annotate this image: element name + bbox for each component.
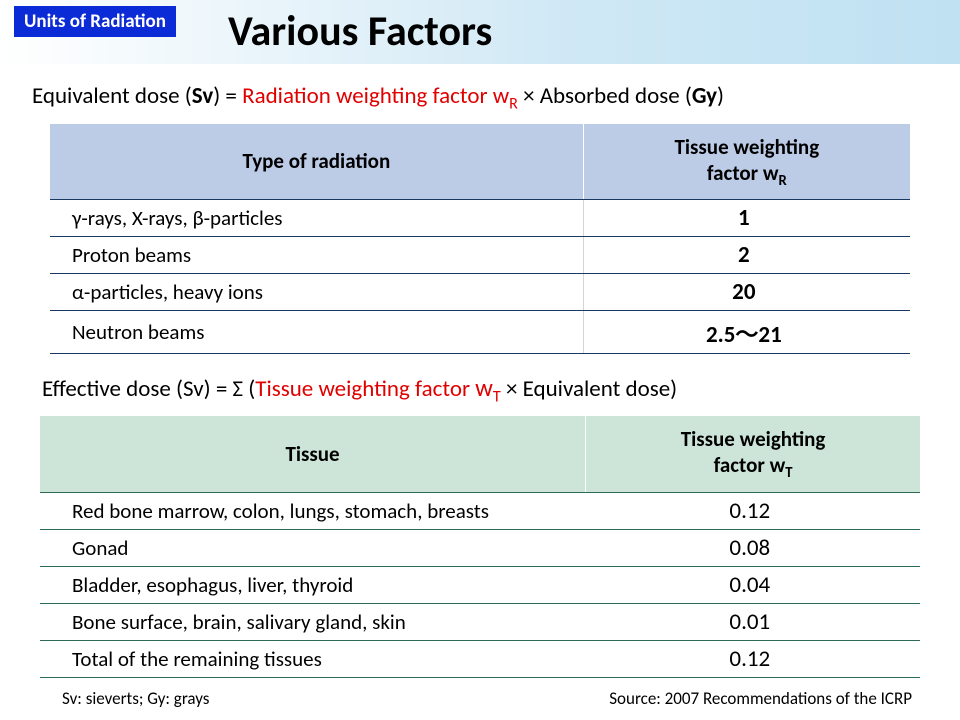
cell-radiation-type: Neutron beams — [50, 310, 583, 353]
section-badge: Units of Radiation — [14, 6, 176, 37]
cell-wr-value: 2 — [583, 236, 910, 273]
cell-tissue: Bladder, esophagus, liver, thyroid — [40, 566, 586, 603]
table-row: Proton beams2 — [50, 236, 910, 273]
cell-wt-value: 0.12 — [586, 492, 920, 529]
unit-sv: Sv — [192, 82, 214, 110]
tissue-weighting-term: Tissue weighting factor wT — [255, 375, 501, 403]
effective-dose-formula: Effective dose (Sv) = Σ (Tissue weightin… — [28, 372, 932, 407]
cell-tissue: Red bone marrow, colon, lungs, stomach, … — [40, 492, 586, 529]
cell-wt-value: 0.08 — [586, 529, 920, 566]
table-row: Bladder, esophagus, liver, thyroid0.04 — [40, 566, 920, 603]
col-weighting-factor-wr: Tissue weighting factor wR — [583, 124, 910, 200]
formula-text: × Absorbed dose ( — [518, 82, 692, 110]
formula-text: Effective dose (Sv) = Σ ( — [42, 375, 255, 403]
cell-wt-value: 0.01 — [586, 603, 920, 640]
radiation-weighting-table: Type of radiation Tissue weighting facto… — [50, 124, 910, 354]
cell-radiation-type: α-particles, heavy ions — [50, 273, 583, 310]
radiation-table-wrap: Type of radiation Tissue weighting facto… — [28, 124, 932, 354]
footer-row: Sv: sieverts; Gy: grays Source: 2007 Rec… — [28, 686, 932, 709]
formula-text: Equivalent dose ( — [32, 82, 192, 110]
cell-tissue: Total of the remaining tissues — [40, 640, 586, 677]
col-tissue: Tissue — [40, 416, 586, 492]
page-title: Various Factors — [228, 6, 492, 57]
table-row: Neutron beams2.5～21 — [50, 310, 910, 353]
content-area: Equivalent dose (Sv) = Radiation weighti… — [0, 64, 960, 709]
tissue-weighting-table: Tissue Tissue weighting factor wT Red bo… — [40, 416, 920, 677]
slide-header: Units of Radiation Various Factors — [0, 0, 960, 64]
cell-tissue: Bone surface, brain, salivary gland, ski… — [40, 603, 586, 640]
cell-wr-value: 1 — [583, 199, 910, 236]
cell-wt-value: 0.12 — [586, 640, 920, 677]
table-row: γ-rays, X-rays, β-particles1 — [50, 199, 910, 236]
table-header-row: Type of radiation Tissue weighting facto… — [50, 124, 910, 200]
units-legend: Sv: sieverts; Gy: grays — [62, 688, 209, 709]
table-row: Bone surface, brain, salivary gland, ski… — [40, 603, 920, 640]
tissue-table-wrap: Tissue Tissue weighting factor wT Red bo… — [28, 416, 932, 677]
table-header-row: Tissue Tissue weighting factor wT — [40, 416, 920, 492]
cell-wt-value: 0.04 — [586, 566, 920, 603]
source-citation: Source: 2007 Recommendations of the ICRP — [609, 688, 912, 709]
radiation-weighting-term: Radiation weighting factor wR — [242, 82, 518, 110]
table-row: α-particles, heavy ions20 — [50, 273, 910, 310]
col-type-radiation: Type of radiation — [50, 124, 583, 200]
formula-text: × Equivalent dose) — [501, 375, 677, 403]
formula-text: ) = — [213, 82, 242, 110]
cell-radiation-type: Proton beams — [50, 236, 583, 273]
unit-gy: Gy — [692, 82, 717, 110]
col-weighting-factor-wt: Tissue weighting factor wT — [586, 416, 920, 492]
cell-radiation-type: γ-rays, X-rays, β-particles — [50, 199, 583, 236]
table-row: Total of the remaining tissues0.12 — [40, 640, 920, 677]
formula-text: ) — [717, 82, 724, 110]
cell-wr-value: 2.5～21 — [583, 310, 910, 353]
equivalent-dose-formula: Equivalent dose (Sv) = Radiation weighti… — [28, 82, 932, 114]
table-row: Gonad0.08 — [40, 529, 920, 566]
cell-tissue: Gonad — [40, 529, 586, 566]
cell-wr-value: 20 — [583, 273, 910, 310]
table-row: Red bone marrow, colon, lungs, stomach, … — [40, 492, 920, 529]
